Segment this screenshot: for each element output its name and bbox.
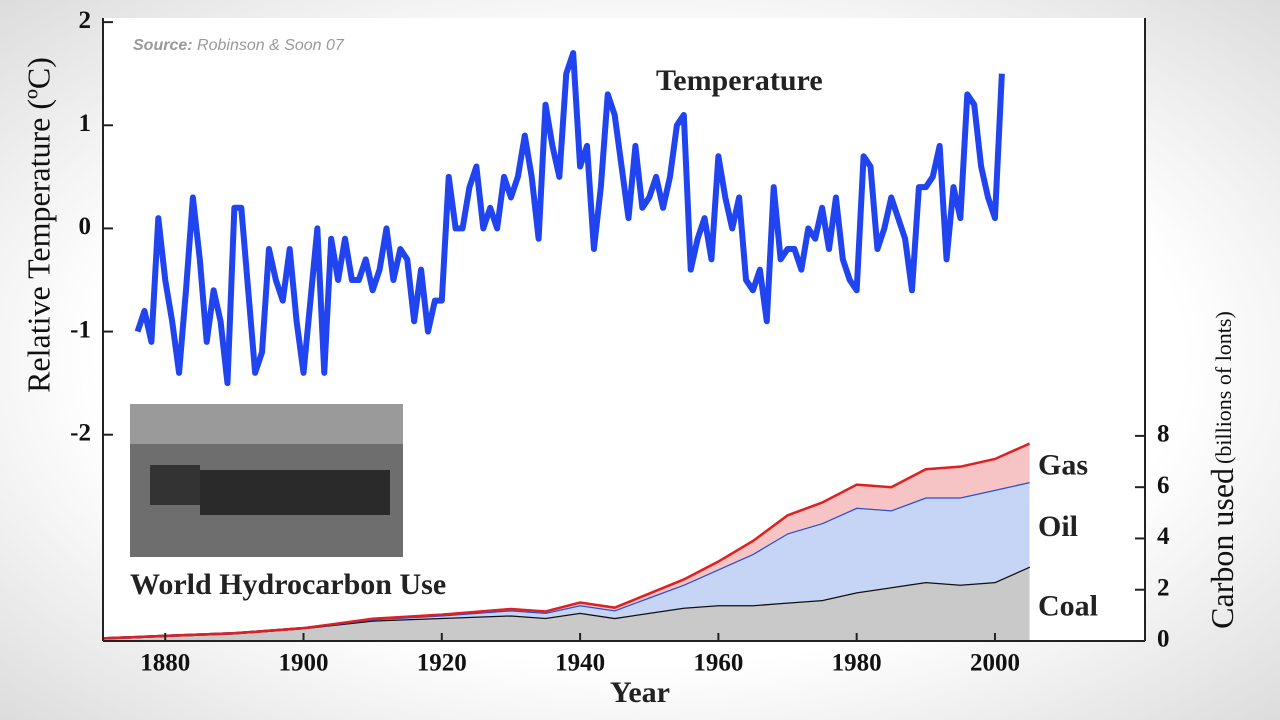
area	[103, 566, 1030, 641]
y2-tick-label: 2	[1157, 574, 1170, 601]
temperature-line	[134, 50, 1005, 387]
y-axis-title: Relative Temperature (ºC)	[20, 57, 56, 393]
photo-locomotive	[200, 470, 390, 515]
series-label: Gas	[1038, 449, 1088, 482]
y2-axis-title-main: Carbon used	[1204, 468, 1240, 629]
area-edge	[102, 442, 1031, 640]
series-label: Oil	[1038, 510, 1078, 543]
y-tick-label: -1	[70, 316, 91, 343]
y2-tick-label: 8	[1157, 421, 1170, 448]
y2-tick-label: 4	[1157, 523, 1170, 550]
area	[103, 482, 1030, 639]
x-axis-title: Year	[610, 676, 670, 709]
series-label: Coal	[1038, 590, 1098, 623]
source-label: Source:	[133, 37, 193, 54]
area-title: World Hydrocarbon Use	[130, 568, 446, 601]
x-tick-label: 1900	[279, 650, 329, 677]
y-tick-label: 0	[79, 213, 92, 240]
y-tick-label: 1	[79, 110, 92, 137]
x-tick-label: 1920	[417, 650, 467, 677]
y2-axis-title: Carbon used (billions of lonts)	[1204, 311, 1240, 629]
x-tick-label: 1980	[832, 650, 882, 677]
series-label: Temperature	[656, 64, 823, 97]
photo	[130, 404, 403, 557]
x-tick-label: 2000	[970, 650, 1020, 677]
source-text: Robinson & Soon 07	[197, 37, 345, 54]
x-tick-label: 1880	[140, 650, 190, 677]
source-note: Source: Robinson & Soon 07	[133, 37, 345, 54]
x-tick-label: 1960	[693, 650, 743, 677]
y2-tick-label: 0	[1157, 626, 1170, 653]
x-tick-label: 1940	[555, 650, 605, 677]
y2-axis-title-unit: (billions of lonts)	[1211, 311, 1236, 464]
y-tick-label: -2	[70, 419, 91, 446]
y-tick-label: 2	[79, 7, 92, 34]
photo-sky	[130, 404, 403, 444]
y2-tick-label: 6	[1157, 472, 1170, 499]
photo-locomotive	[150, 465, 200, 505]
